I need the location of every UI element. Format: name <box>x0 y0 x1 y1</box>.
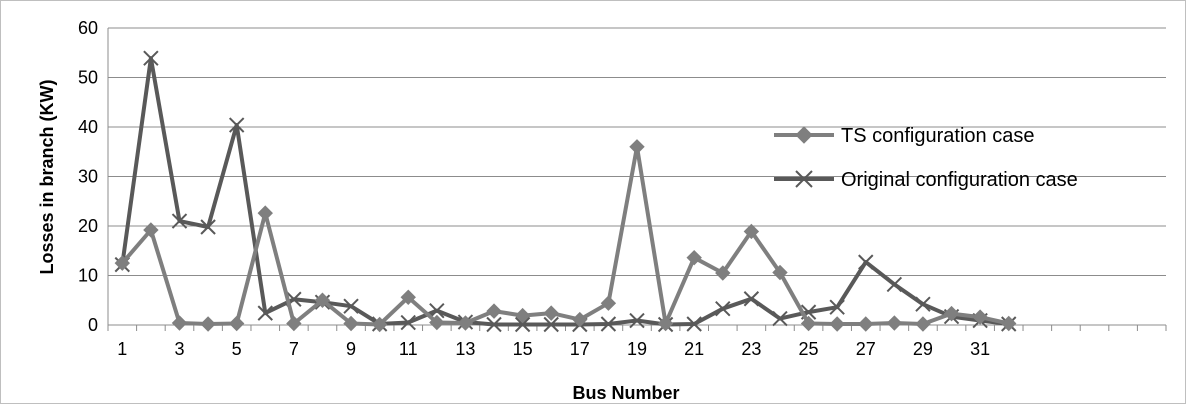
x-tick-label: 1 <box>117 339 127 359</box>
data-point <box>858 254 874 270</box>
data-point <box>829 316 845 332</box>
data-point <box>943 305 960 322</box>
data-point <box>600 295 617 311</box>
data-point <box>743 291 760 307</box>
series-original <box>114 50 1017 333</box>
series-line <box>120 56 1009 327</box>
data-point <box>114 255 131 271</box>
y-tick-label: 30 <box>78 167 98 187</box>
data-point <box>171 213 188 229</box>
x-tick-labels: 1 3 5 7 9 11 13 15 17 19 21 23 25 27 29 31 <box>117 339 990 359</box>
legend-item-ts: TS configuration case <box>774 125 1034 147</box>
data-point <box>486 316 502 333</box>
data-point <box>371 316 388 333</box>
data-point <box>915 296 931 312</box>
legend-marker-ts <box>795 126 813 144</box>
x-tick-label: 3 <box>174 339 184 359</box>
x-tick-label: 21 <box>684 339 704 359</box>
x-tick-label: 7 <box>289 339 299 359</box>
data-point <box>572 311 588 328</box>
data-point <box>1001 315 1017 332</box>
x-tick-label: 9 <box>346 339 356 359</box>
data-point <box>257 305 273 321</box>
data-point <box>600 316 617 332</box>
data-point <box>343 298 359 314</box>
axes <box>107 28 1167 331</box>
data-point <box>686 316 702 332</box>
data-point <box>228 315 245 332</box>
data-point <box>858 316 874 332</box>
data-point <box>657 315 674 332</box>
x-tick-label: 23 <box>741 339 761 359</box>
data-point <box>286 315 302 332</box>
data-point <box>457 315 474 331</box>
y-tick-label: 10 <box>78 266 98 286</box>
data-point <box>257 205 273 221</box>
data-point <box>886 276 903 293</box>
data-point <box>429 302 445 319</box>
data-point <box>772 310 788 327</box>
legend-label-original: Original configuration case <box>841 169 1078 191</box>
x-axis-title: Bus Number <box>572 383 679 403</box>
y-tick-label: 0 <box>88 315 98 335</box>
data-point <box>514 307 531 324</box>
series-layer <box>114 50 1017 333</box>
data-point <box>743 223 760 240</box>
y-tick-label: 50 <box>78 68 98 88</box>
x-tick-label: 13 <box>455 339 475 359</box>
x-tick-label: 11 <box>399 339 418 359</box>
y-tick-label: 40 <box>78 117 98 137</box>
data-point <box>972 309 988 325</box>
data-point <box>772 264 788 281</box>
data-point <box>800 315 817 332</box>
data-point <box>715 300 731 317</box>
data-point <box>915 316 931 332</box>
data-point <box>200 316 216 332</box>
x-tick-label: 19 <box>627 339 647 359</box>
y-tick-labels: 0 10 20 30 40 50 60 <box>78 18 98 335</box>
data-point <box>629 312 645 329</box>
data-point <box>629 139 645 155</box>
data-point <box>514 316 531 333</box>
data-point <box>400 314 416 331</box>
x-tick-label: 5 <box>232 339 242 359</box>
x-tick-label: 25 <box>799 339 819 359</box>
data-point <box>686 249 702 266</box>
legend-marker-original <box>795 170 813 188</box>
data-point <box>400 289 416 305</box>
data-point <box>143 222 159 238</box>
data-point <box>429 314 445 331</box>
data-point <box>171 315 188 331</box>
x-tick-label: 31 <box>970 339 990 359</box>
data-point <box>143 50 159 66</box>
data-point <box>200 219 216 235</box>
legend-item-original: Original configuration case <box>774 169 1078 191</box>
y-tick-label: 60 <box>78 18 98 38</box>
x-tick-label: 15 <box>513 339 533 359</box>
data-point <box>886 315 903 331</box>
legend: TS configuration case Original configura… <box>774 125 1078 191</box>
data-point <box>486 303 502 319</box>
series-ts <box>114 139 1017 333</box>
data-point <box>228 117 245 133</box>
data-point <box>829 299 845 315</box>
x-tick-label: 29 <box>913 339 933 359</box>
data-point <box>343 315 359 332</box>
data-point <box>543 316 559 333</box>
legend-label-ts: TS configuration case <box>841 125 1034 147</box>
data-point <box>543 305 559 321</box>
data-point <box>314 292 331 308</box>
y-axis-title: Losses in branch (KW) <box>37 79 57 274</box>
x-tick-label: 17 <box>570 339 590 359</box>
data-point <box>715 265 731 281</box>
y-tick-label: 20 <box>78 216 98 236</box>
gridlines <box>108 27 1166 326</box>
x-tick-label: 27 <box>856 339 876 359</box>
